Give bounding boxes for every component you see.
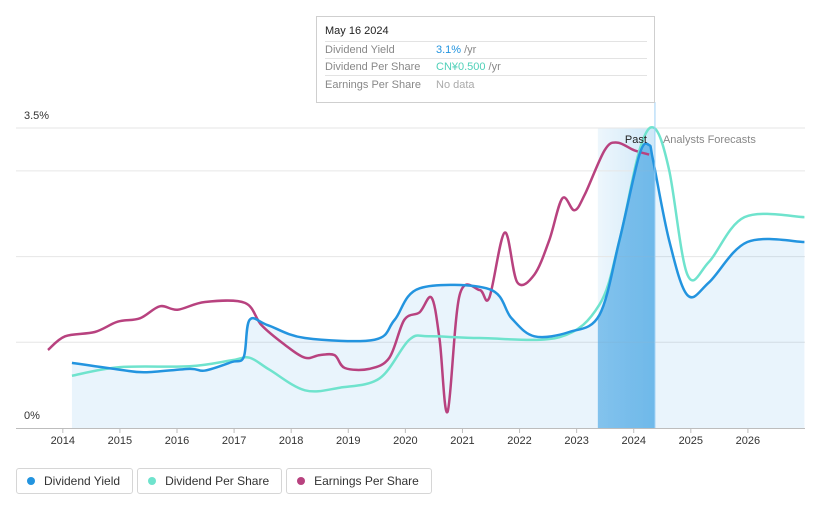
forecast-label: Analysts Forecasts	[663, 134, 756, 146]
legend-swatch	[297, 477, 306, 485]
series-layer	[47, 126, 805, 414]
legend: Dividend Yield Dividend Per Share Earnin…	[16, 468, 432, 494]
tooltip: May 16 2024 Dividend Yield 3.1%/yr Divid…	[316, 16, 655, 103]
tooltip-unit: /yr	[489, 61, 502, 73]
legend-label: Dividend Per Share	[165, 474, 270, 488]
tooltip-value-number: CN¥0.500	[436, 61, 486, 73]
x-tick-label: 2019	[336, 435, 360, 447]
legend-label: Earnings Per Share	[314, 474, 419, 488]
annotation-layer: 0% 3.5% 2014 2015 2016 2017 2018 2019 2020 2021 20…	[24, 102, 760, 447]
tooltip-value: CN¥0.500/yr	[436, 61, 501, 73]
legend-item[interactable]: Dividend Per Share	[137, 468, 283, 494]
series-line	[71, 142, 805, 374]
x-tick-label: 2025	[679, 435, 703, 447]
tooltip-unit: /yr	[464, 44, 477, 56]
x-tick-label: 2014	[51, 435, 75, 447]
x-tick-label: 2023	[564, 435, 588, 447]
legend-item[interactable]: Dividend Yield	[16, 468, 134, 494]
legend-swatch	[148, 477, 157, 485]
x-tick-label: 2020	[393, 435, 417, 447]
x-tick-label: 2015	[108, 435, 132, 447]
tooltip-date: May 16 2024	[325, 25, 389, 37]
x-tick-label: 2016	[165, 435, 189, 447]
tooltip-value: No data	[436, 79, 475, 91]
x-tick-label: 2017	[222, 435, 246, 447]
chart: 0% 3.5% 2014 2015 2016 2017 2018 2019 2020 2021 20…	[16, 16, 805, 447]
x-tick-label: 2021	[450, 435, 474, 447]
past-label: Past	[625, 134, 647, 146]
legend-label: Dividend Yield	[44, 474, 121, 488]
tooltip-label: Earnings Per Share	[325, 79, 421, 91]
x-tick-label: 2022	[507, 435, 531, 447]
tooltip-box	[316, 16, 655, 103]
legend-swatch	[27, 477, 35, 485]
tooltip-value: 3.1%/yr	[436, 44, 477, 56]
y-tick-label: 3.5%	[24, 110, 49, 122]
x-tick-label: 2026	[736, 435, 760, 447]
tooltip-value-number: 3.1%	[436, 44, 461, 56]
x-tick-label: 2024	[621, 435, 645, 447]
series-line	[47, 141, 650, 414]
tooltip-label: Dividend Per Share	[325, 61, 420, 73]
y-tick-label: 0%	[24, 410, 40, 422]
background-layer	[16, 127, 805, 433]
legend-item[interactable]: Earnings Per Share	[286, 468, 432, 494]
tooltip-label: Dividend Yield	[325, 44, 395, 56]
x-tick-label: 2018	[279, 435, 303, 447]
area-past	[597, 143, 655, 428]
